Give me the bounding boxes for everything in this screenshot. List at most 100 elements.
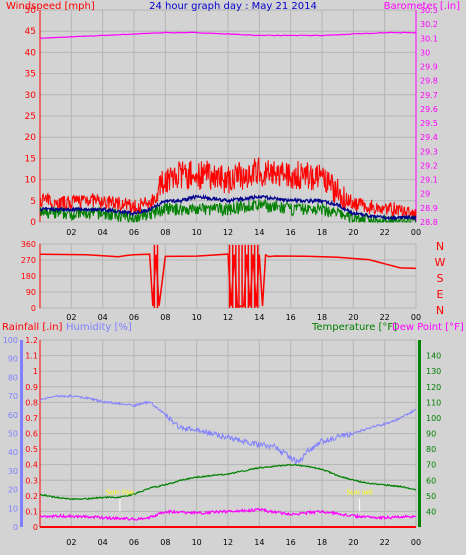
- ytick-direction: 270: [21, 256, 36, 265]
- xtick-climate: 10: [192, 538, 202, 547]
- ytick-barometer: 28.8: [420, 218, 438, 227]
- xtick-wind: 02: [66, 228, 76, 237]
- xtick-wind: 20: [348, 228, 358, 237]
- ytick-wind: 30: [25, 91, 37, 101]
- xtick-wind: 14: [254, 228, 264, 237]
- axis-humidity: [20, 340, 23, 527]
- ytick-rain: 1.2: [25, 336, 38, 345]
- ytick-humidity: 90: [8, 355, 18, 364]
- ytick-temperature: 130: [426, 367, 441, 376]
- ytick-humidity: 80: [8, 373, 18, 382]
- series-barometer: [39, 31, 417, 40]
- compass-label-3: E: [437, 288, 444, 301]
- ytick-humidity: 40: [8, 448, 18, 457]
- series-dewpoint: [39, 507, 416, 521]
- ytick-barometer: 29: [420, 190, 430, 199]
- ytick-wind: 0: [30, 218, 36, 228]
- ytick-barometer: 29.6: [420, 105, 438, 114]
- annotation-sunset: Sun set: [346, 488, 372, 496]
- xtick-wind: 10: [192, 228, 202, 237]
- ylabel-dewpoint: Dew Point [°F]: [392, 322, 464, 333]
- ytick-wind: 40: [25, 48, 37, 58]
- ytick-barometer: 29.9: [420, 63, 438, 72]
- ytick-barometer: 29.3: [420, 147, 438, 156]
- compass-label-0: N: [436, 240, 444, 253]
- xtick-wind: 16: [286, 228, 296, 237]
- ytick-humidity: 10: [8, 504, 18, 513]
- xtick-direction: 08: [160, 313, 170, 322]
- xtick-climate: 08: [160, 538, 170, 547]
- ytick-rain: 1: [33, 367, 38, 376]
- ylabel-windspeed: Windspeed [mph]: [6, 1, 95, 12]
- ytick-wind: 50: [25, 6, 37, 16]
- series-wind-average: [39, 193, 417, 222]
- xtick-climate: 14: [254, 538, 264, 547]
- ytick-rain: 0.9: [25, 383, 38, 392]
- xtick-direction: 20: [348, 313, 358, 322]
- xtick-wind: 08: [160, 228, 170, 237]
- ytick-humidity: 70: [8, 392, 18, 401]
- xtick-direction: 22: [380, 313, 390, 322]
- series-humidity: [39, 393, 417, 464]
- ytick-temperature: 120: [426, 383, 441, 392]
- compass-label-2: S: [437, 272, 444, 285]
- ytick-barometer: 29.4: [420, 133, 438, 142]
- xtick-direction: 06: [129, 313, 139, 322]
- chart-title: 24 hour graph day : May 21 2014: [149, 1, 317, 12]
- ytick-temperature: 110: [426, 398, 441, 407]
- ytick-temperature: 140: [426, 352, 441, 361]
- ytick-barometer: 28.9: [420, 204, 438, 213]
- series-windspeed: [39, 157, 417, 221]
- series-temperature: [39, 463, 417, 501]
- xtick-climate: 00: [411, 538, 421, 547]
- ytick-rain: 0.7: [25, 414, 38, 423]
- ylabel-temperature: Temperature [°F]: [311, 322, 397, 333]
- ytick-barometer: 29.2: [420, 161, 438, 170]
- ytick-wind: 20: [25, 133, 37, 143]
- ytick-humidity: 100: [3, 336, 18, 345]
- ytick-rain: 0.3: [25, 476, 38, 485]
- ytick-wind: 5: [30, 197, 36, 207]
- xtick-wind: 00: [411, 228, 421, 237]
- ytick-temperature: 40: [426, 507, 436, 516]
- ytick-direction: 180: [21, 272, 36, 281]
- ytick-humidity: 0: [13, 523, 18, 532]
- ytick-wind: 15: [25, 154, 36, 164]
- series-wind-direction: [39, 253, 417, 308]
- xtick-direction: 10: [192, 313, 202, 322]
- xtick-climate: 12: [223, 538, 233, 547]
- ytick-direction: 90: [26, 288, 36, 297]
- ytick-temperature: 80: [426, 445, 436, 454]
- xtick-wind: 04: [98, 228, 108, 237]
- ytick-humidity: 30: [8, 467, 18, 476]
- ytick-barometer: 29.8: [420, 77, 438, 86]
- xtick-direction: 02: [66, 313, 76, 322]
- xtick-climate: 06: [129, 538, 139, 547]
- ylabel-rainfall: Rainfall [.in]: [2, 322, 63, 333]
- ytick-barometer: 29.7: [420, 91, 438, 100]
- series-wind-min: [39, 198, 416, 224]
- ytick-rain: 0.6: [25, 430, 38, 439]
- ylabel-humidity: Humidity [%]: [66, 322, 132, 333]
- ytick-barometer: 29.1: [420, 176, 438, 185]
- ytick-barometer: 30: [420, 48, 430, 57]
- ytick-rain: 0.4: [25, 461, 38, 470]
- xtick-wind: 22: [380, 228, 390, 237]
- ytick-wind: 45: [25, 27, 36, 37]
- ytick-barometer: 30.3: [420, 6, 438, 15]
- xtick-wind: 12: [223, 228, 233, 237]
- ytick-humidity: 20: [8, 486, 18, 495]
- ytick-barometer: 29.5: [420, 119, 438, 128]
- xtick-direction: 12: [223, 313, 233, 322]
- ytick-barometer: 30.2: [420, 20, 438, 29]
- ylabel-barometer: Barometer [.in]: [384, 1, 460, 12]
- annotation-sunrise: Sun rise: [106, 488, 134, 496]
- xtick-climate: 18: [317, 538, 327, 547]
- ytick-rain: 0.5: [25, 445, 38, 454]
- xtick-direction: 04: [98, 313, 108, 322]
- ytick-direction: 360: [21, 240, 36, 249]
- ytick-barometer: 30.1: [420, 34, 438, 43]
- xtick-climate: 02: [66, 538, 76, 547]
- ytick-temperature: 100: [426, 414, 441, 423]
